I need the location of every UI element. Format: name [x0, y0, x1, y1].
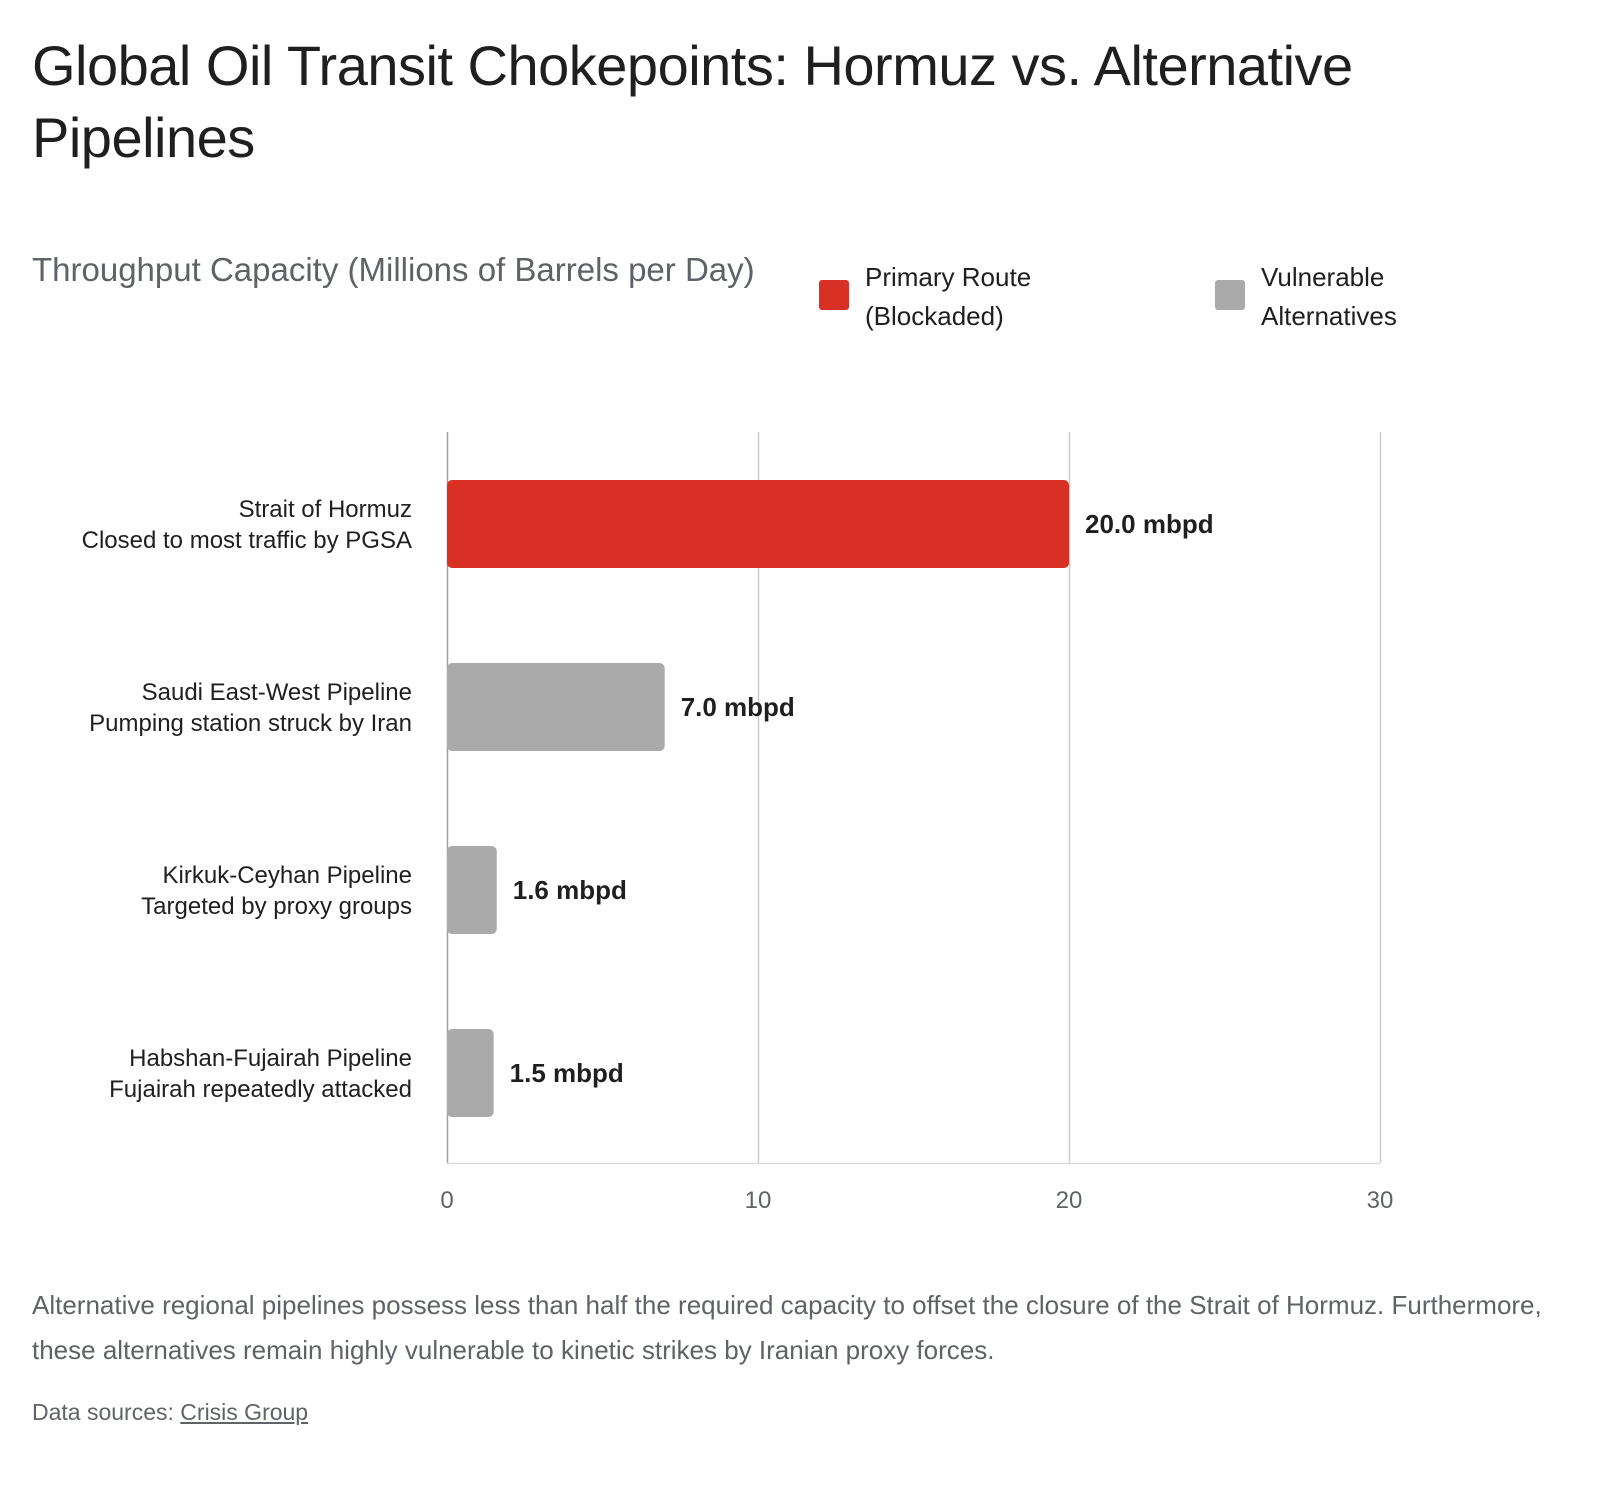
value-label-strait-of-hormuz: 20.0 mbpd	[1085, 509, 1214, 539]
x-tick-label-20: 20	[1056, 1187, 1083, 1214]
category-note-habshan-fujairah-pipeline: Fujairah repeatedly attacked	[109, 1076, 412, 1103]
x-tick-label-0: 0	[440, 1187, 453, 1214]
chart-footnote: Alternative regional pipelines possess l…	[32, 1290, 1542, 1365]
category-note-saudi-east-west-pipeline: Pumping station struck by Iran	[89, 710, 412, 737]
value-label-habshan-fujairah-pipeline: 1.5 mbpd	[510, 1058, 624, 1088]
legend-item-vulnerable-alternatives: Vulnerable Alternatives	[1215, 258, 1511, 336]
x-tick-label-30: 30	[1367, 1187, 1394, 1214]
chart-title: Global Oil Transit Chokepoints: Hormuz v…	[32, 34, 1353, 169]
legend-item-primary-route: Primary Route (Blockaded)	[819, 258, 1115, 336]
value-label-kirkuk-ceyhan-pipeline: 1.6 mbpd	[513, 875, 627, 905]
data-sources: Data sources: Crisis Group	[32, 1396, 308, 1428]
x-tick-label-10: 10	[745, 1187, 772, 1214]
category-label-kirkuk-ceyhan-pipeline: Kirkuk-Ceyhan Pipeline	[163, 862, 412, 889]
category-label-saudi-east-west-pipeline: Saudi East-West Pipeline	[142, 679, 412, 706]
legend-swatch-vulnerable-alternatives	[1215, 280, 1245, 310]
chart-subtitle: Throughput Capacity (Millions of Barrels…	[32, 251, 755, 288]
category-note-strait-of-hormuz: Closed to most traffic by PGSA	[82, 527, 412, 554]
bar-habshan-fujairah-pipeline	[447, 1029, 494, 1117]
bar-strait-of-hormuz	[447, 480, 1069, 568]
bar-chart: 0 10 20 30 Strait of Hormuz Closed to most tr…	[82, 432, 1394, 1214]
value-label-saudi-east-west-pipeline: 7.0 mbpd	[681, 692, 795, 722]
category-label-habshan-fujairah-pipeline: Habshan-Fujairah Pipeline	[129, 1045, 412, 1072]
data-source-link[interactable]: Crisis Group	[180, 1399, 309, 1425]
legend-label-vulnerable-alternatives: Vulnerable Alternatives	[1261, 262, 1397, 331]
category-label-strait-of-hormuz: Strait of Hormuz	[239, 496, 412, 523]
category-note-kirkuk-ceyhan-pipeline: Targeted by proxy groups	[141, 893, 412, 920]
bar-kirkuk-ceyhan-pipeline	[447, 846, 497, 934]
bar-saudi-east-west-pipeline	[447, 663, 665, 751]
data-sources-label: Data sources:	[32, 1399, 174, 1425]
legend-label-primary-route: Primary Route (Blockaded)	[865, 262, 1032, 331]
legend-swatch-primary-route	[819, 280, 849, 310]
